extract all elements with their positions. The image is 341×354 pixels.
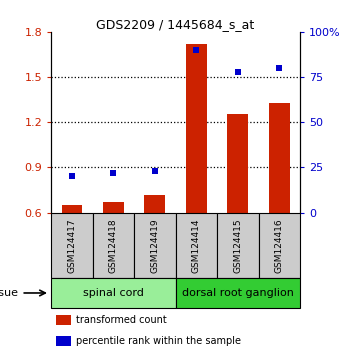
Bar — [145, 195, 165, 212]
Text: GSM124418: GSM124418 — [109, 218, 118, 273]
Bar — [56, 315, 71, 325]
Text: percentile rank within the sample: percentile rank within the sample — [76, 336, 241, 346]
Text: GSM124415: GSM124415 — [233, 218, 242, 273]
Text: GSM124417: GSM124417 — [68, 218, 76, 273]
Bar — [61, 205, 82, 212]
Bar — [258, 212, 300, 278]
Text: GSM124419: GSM124419 — [150, 218, 159, 273]
Bar — [134, 212, 176, 278]
Point — [277, 65, 282, 71]
Point — [194, 47, 199, 53]
Bar — [51, 278, 176, 308]
Bar — [176, 212, 217, 278]
Text: spinal cord: spinal cord — [83, 288, 144, 298]
Point — [110, 170, 116, 176]
Bar — [176, 278, 300, 308]
Bar — [186, 44, 207, 212]
Point — [235, 69, 240, 74]
Text: GSM124414: GSM124414 — [192, 218, 201, 273]
Text: dorsal root ganglion: dorsal root ganglion — [182, 288, 294, 298]
Text: tissue: tissue — [0, 288, 19, 298]
Bar — [269, 103, 290, 212]
Bar — [217, 212, 258, 278]
Text: GSM124416: GSM124416 — [275, 218, 284, 273]
Bar — [56, 336, 71, 346]
Point — [152, 168, 158, 174]
Bar — [93, 212, 134, 278]
Point — [69, 173, 75, 179]
Text: transformed count: transformed count — [76, 315, 167, 325]
Bar — [51, 212, 93, 278]
Title: GDS2209 / 1445684_s_at: GDS2209 / 1445684_s_at — [97, 18, 255, 31]
Bar — [227, 114, 248, 212]
Bar — [103, 202, 124, 212]
